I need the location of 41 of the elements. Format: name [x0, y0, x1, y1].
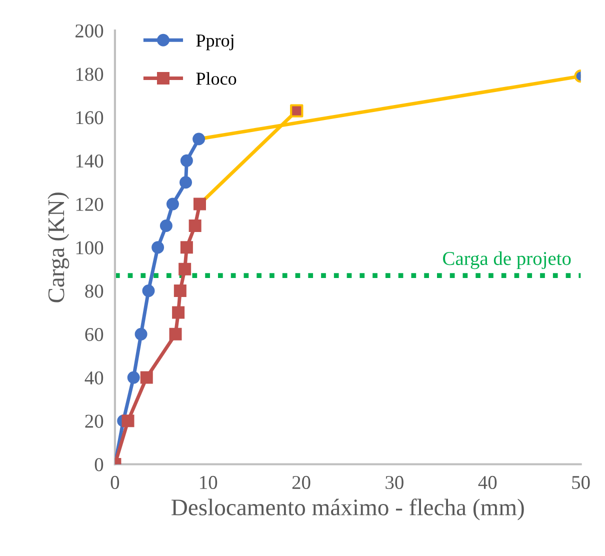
- x-tick-label: 40: [478, 476, 497, 490]
- ref-line-label: Carga de projeto: [443, 251, 571, 270]
- point: [152, 241, 164, 254]
- y-tick-label: 0: [94, 458, 104, 472]
- y-tick-label: 60: [85, 328, 104, 342]
- x-tick-label: 10: [200, 476, 218, 490]
- point: [180, 241, 193, 254]
- y-tick-label: 80: [85, 284, 104, 298]
- y-tick-label: 120: [76, 198, 104, 211]
- legend-label: Ploco: [196, 72, 236, 85]
- point: [180, 154, 193, 167]
- point: [180, 176, 192, 189]
- point: [127, 371, 140, 384]
- point: [169, 328, 182, 340]
- x-tick-label: 0: [110, 476, 120, 490]
- point: [290, 104, 304, 118]
- point: [174, 284, 186, 298]
- y-tick-label: 100: [76, 241, 104, 254]
- x-tick-label: 50: [572, 476, 590, 490]
- x-axis-title: Deslocamento máximo - flecha (mm): [172, 498, 524, 520]
- point: [142, 284, 155, 298]
- y-tick-label: 140: [76, 154, 104, 168]
- point: [192, 132, 206, 146]
- x-tick-label: 30: [386, 476, 404, 490]
- point: [188, 219, 202, 232]
- point: [134, 328, 148, 340]
- point: [172, 306, 185, 319]
- point: [193, 198, 206, 210]
- y-tick-label: 200: [76, 24, 104, 38]
- point: [160, 219, 172, 232]
- y-tick-label: 20: [85, 414, 104, 428]
- x-tick-label: 20: [292, 476, 310, 490]
- point: [178, 262, 192, 276]
- point: [122, 414, 134, 428]
- point: [166, 198, 179, 210]
- y-tick-label: 40: [84, 371, 104, 384]
- y-axis-title: Carga (KN): [48, 192, 70, 302]
- y-tick-label: 180: [76, 68, 104, 81]
- y-tick-label: 160: [76, 111, 104, 124]
- point: [140, 371, 153, 384]
- legend-label: Pproj: [196, 34, 234, 50]
